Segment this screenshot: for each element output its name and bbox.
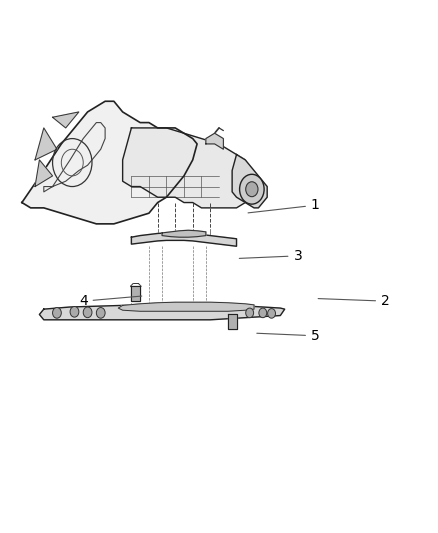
Circle shape xyxy=(268,309,276,318)
Polygon shape xyxy=(131,286,140,301)
Circle shape xyxy=(83,307,92,318)
Text: 2: 2 xyxy=(318,294,390,308)
Polygon shape xyxy=(22,101,197,224)
Circle shape xyxy=(246,308,254,318)
Polygon shape xyxy=(35,128,57,160)
Circle shape xyxy=(259,308,267,318)
Polygon shape xyxy=(162,230,206,237)
Polygon shape xyxy=(131,233,237,246)
Text: 1: 1 xyxy=(248,198,320,213)
Polygon shape xyxy=(39,303,285,320)
Polygon shape xyxy=(232,155,267,208)
Text: 4: 4 xyxy=(79,294,142,308)
Circle shape xyxy=(246,182,258,197)
Polygon shape xyxy=(123,128,254,208)
Circle shape xyxy=(240,174,264,204)
Circle shape xyxy=(70,306,79,317)
Polygon shape xyxy=(206,133,223,149)
Polygon shape xyxy=(118,302,254,311)
Text: 5: 5 xyxy=(257,329,320,343)
Polygon shape xyxy=(35,160,53,187)
Polygon shape xyxy=(228,314,237,329)
Text: 3: 3 xyxy=(239,249,302,263)
Circle shape xyxy=(53,308,61,318)
Circle shape xyxy=(96,308,105,318)
Polygon shape xyxy=(53,112,79,128)
